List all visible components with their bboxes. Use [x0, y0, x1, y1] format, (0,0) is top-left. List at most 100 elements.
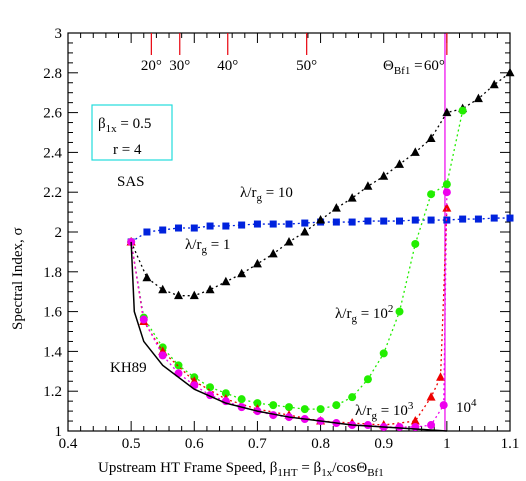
annotation: r = 4 — [113, 142, 142, 158]
circle-marker — [316, 405, 325, 414]
y-tick-label: 2.4 — [43, 145, 62, 161]
y-tick-label: 2.6 — [43, 106, 62, 122]
square-marker — [159, 226, 167, 234]
triangle-marker — [489, 79, 499, 89]
x-tick-label: 0.9 — [374, 436, 393, 452]
square-marker — [175, 224, 182, 232]
text-run: Spectral Index, σ — [10, 227, 26, 330]
circle-marker — [363, 421, 372, 430]
angle-label: 50° — [296, 58, 317, 74]
angle-label: 40° — [217, 58, 238, 74]
triangle-marker — [410, 416, 420, 425]
square-marker — [285, 220, 293, 228]
circle-marker — [206, 383, 215, 392]
y-tick-label: 2 — [55, 225, 63, 241]
text-run: g — [201, 244, 207, 256]
circle-marker — [395, 307, 404, 316]
circle-marker — [158, 351, 167, 360]
square-marker — [238, 221, 246, 229]
triangle-marker — [300, 227, 310, 236]
x-tick-label: 0.7 — [248, 436, 267, 452]
text-run: g — [256, 192, 262, 204]
text-run: = 10 — [357, 306, 388, 322]
triangle-marker — [473, 93, 483, 103]
angle-label: 30° — [169, 58, 190, 74]
circle-marker — [442, 180, 451, 189]
square-marker — [332, 218, 340, 226]
square-marker — [253, 220, 261, 228]
circle-marker — [427, 190, 436, 199]
square-marker — [506, 214, 514, 222]
text-run: λ/r — [335, 306, 351, 322]
annotation: KH89 — [110, 360, 147, 376]
dotted-curve — [130, 110, 464, 410]
square-marker — [143, 228, 151, 236]
text-run: 4 — [471, 397, 477, 409]
y-tick-label: 1.8 — [43, 265, 62, 281]
square-marker — [411, 216, 419, 224]
text-run: 1x — [106, 123, 118, 135]
circle-marker — [427, 421, 436, 430]
text-run: Θ — [383, 58, 394, 74]
text-run: β — [270, 460, 278, 476]
circle-marker — [363, 375, 372, 384]
square-marker — [301, 219, 309, 227]
annotation: λ/rg = 1 — [185, 237, 230, 256]
text-run: Upstream HT Frame Speed, — [98, 460, 270, 476]
triangle-marker — [174, 290, 183, 300]
y-tick-label: 2.2 — [43, 185, 62, 201]
triangle-marker — [252, 258, 262, 268]
text-run: r = 4 — [113, 142, 142, 158]
dotted-curve — [130, 72, 511, 297]
square-marker — [206, 222, 214, 230]
triangle-marker — [221, 276, 231, 286]
y-tick-label: 1 — [55, 424, 63, 440]
triangle-marker — [347, 193, 357, 202]
text-run: β — [98, 116, 106, 132]
triangle-marker — [505, 67, 515, 77]
circle-marker — [411, 239, 420, 248]
circle-marker — [379, 349, 388, 358]
triangle-marker — [426, 392, 436, 401]
annotation: ΘBf1 = — [383, 58, 423, 77]
y-tick-label: 1.6 — [43, 305, 62, 321]
annotation: λ/rg = 103 — [355, 400, 414, 422]
annotation: β1x = 0.5 — [98, 116, 151, 135]
text-run: Bf1 — [367, 467, 384, 479]
triangle-marker — [142, 272, 152, 282]
triangle-marker — [158, 284, 168, 294]
text-run: = — [410, 58, 422, 74]
square-marker — [364, 217, 372, 225]
annotation: λ/rg = 102 — [335, 303, 393, 325]
x-axis-label: Upstream HT Frame Speed, β1HT = β1x/cosΘ… — [98, 460, 384, 479]
square-marker — [222, 222, 230, 230]
text-run: g — [351, 313, 357, 325]
circle-marker — [237, 395, 246, 404]
text-run: = 10 — [377, 403, 408, 419]
annotation: SAS — [117, 174, 145, 190]
triangle-marker — [442, 203, 452, 212]
text-run: g — [371, 410, 377, 422]
text-run: /cosΘ — [332, 460, 367, 476]
triangle-marker — [331, 203, 341, 212]
y-tick-label: 1.4 — [43, 344, 62, 360]
text-run: Bf1 — [394, 65, 411, 77]
square-marker — [190, 224, 198, 232]
square-marker — [348, 218, 356, 226]
circle-marker — [221, 389, 230, 398]
circle-marker — [439, 401, 448, 410]
square-marker — [459, 215, 467, 223]
square-marker — [490, 214, 498, 222]
triangle-marker — [189, 290, 199, 300]
y-tick-label: 3 — [55, 26, 63, 42]
circle-marker — [269, 401, 278, 410]
circle-marker — [253, 399, 262, 408]
text-run: λ/r — [185, 237, 201, 253]
annotation: λ/rg = 10 — [240, 185, 293, 204]
triangle-marker — [379, 171, 389, 180]
angle-label: 20° — [141, 58, 162, 74]
x-tick-label: 1 — [443, 436, 451, 452]
text-run: KH89 — [110, 360, 147, 376]
circle-marker — [458, 106, 467, 115]
square-marker — [474, 215, 482, 223]
